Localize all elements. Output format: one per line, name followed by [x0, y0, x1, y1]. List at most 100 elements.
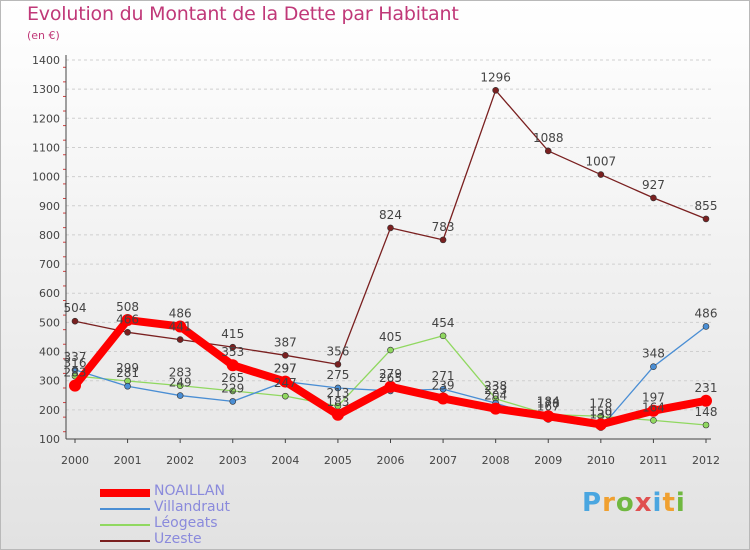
data-point: [229, 343, 237, 351]
data-point: [69, 379, 81, 392]
data-point: [542, 410, 555, 423]
y-tick-label: 600: [39, 287, 60, 300]
data-label: 223: [484, 383, 507, 397]
data-label: 184: [537, 395, 560, 409]
data-point: [650, 363, 657, 370]
data-point: [647, 404, 660, 417]
chart-subtitle: (en €): [27, 29, 60, 42]
data-point: [121, 314, 134, 327]
data-label: 297: [274, 362, 297, 376]
data-label: 249: [169, 376, 192, 390]
data-point: [71, 317, 79, 325]
y-tick-label: 1400: [32, 54, 60, 67]
data-label: 927: [642, 178, 665, 192]
data-point: [492, 87, 499, 94]
legend-swatch-leogeats: [100, 524, 150, 526]
x-tick-label: 2003: [219, 454, 247, 467]
data-label: 337: [64, 350, 87, 364]
data-label: 415: [221, 327, 244, 341]
data-point: [334, 384, 342, 392]
data-point: [71, 366, 79, 374]
data-label: 150: [589, 404, 612, 418]
data-label: 1296: [480, 70, 511, 84]
logo-letter: t: [662, 488, 676, 518]
data-label: 783: [432, 220, 455, 234]
data-point: [650, 194, 657, 202]
data-label: 454: [432, 316, 455, 330]
data-label: 348: [642, 347, 665, 361]
x-tick-label: 2005: [324, 454, 352, 467]
data-label: 1088: [533, 131, 564, 145]
data-label: 148: [695, 405, 718, 419]
data-label: 271: [432, 369, 455, 383]
data-label: 387: [274, 335, 297, 349]
data-point: [597, 171, 605, 178]
legend-item-uzeste: Uzeste: [100, 531, 340, 549]
data-label: 486: [695, 306, 718, 320]
x-tick-label: 2004: [271, 454, 299, 467]
data-point: [594, 418, 607, 431]
data-point: [334, 361, 342, 368]
data-label: 316: [64, 356, 87, 370]
data-point: [176, 336, 184, 343]
y-tick-label: 1300: [32, 83, 60, 96]
y-tick-label: 400: [39, 346, 60, 359]
data-label: 824: [379, 208, 402, 222]
x-tick-label: 2002: [166, 454, 194, 467]
x-tick-label: 2001: [114, 454, 142, 467]
data-label: 1007: [586, 155, 617, 169]
x-tick-label: 2012: [692, 454, 720, 467]
data-point: [387, 224, 394, 232]
data-point: [439, 236, 447, 244]
data-label: 178: [537, 396, 560, 410]
data-label: 164: [642, 400, 665, 414]
data-point: [331, 408, 344, 421]
y-tick-label: 1100: [32, 141, 60, 154]
y-tick-label: 700: [39, 258, 60, 271]
data-label: 178: [589, 396, 612, 410]
data-label: 265: [221, 371, 244, 385]
x-tick-label: 2011: [639, 454, 667, 467]
data-point: [174, 320, 187, 333]
logo-letter: i: [675, 488, 686, 518]
data-label: 213: [326, 386, 349, 400]
x-tick-label: 2000: [61, 454, 89, 467]
data-point: [702, 215, 710, 223]
legend-swatch-villandraut: [100, 508, 150, 510]
data-label: 466: [116, 312, 139, 326]
data-label: 238: [484, 379, 507, 393]
data-point: [124, 328, 131, 336]
y-tick-label: 500: [39, 316, 60, 329]
logo-letter: r: [602, 488, 616, 518]
data-point: [439, 332, 447, 340]
logo-letter: P: [582, 488, 603, 518]
legend-swatch-noaillan: [100, 489, 150, 497]
y-tick-label: 1200: [32, 112, 60, 125]
data-point: [176, 392, 184, 399]
data-point: [226, 359, 239, 372]
y-tick-label: 800: [39, 229, 60, 242]
series-noaillan: [69, 314, 712, 431]
y-tick-label: 100: [39, 433, 60, 446]
legend-item-villandraut: Villandraut: [100, 499, 340, 517]
x-tick-label: 2009: [534, 454, 562, 467]
data-label: 299: [116, 361, 139, 375]
data-point: [282, 392, 289, 400]
y-tick-label: 1000: [32, 171, 60, 184]
data-point: [439, 385, 447, 393]
data-label: 265: [379, 371, 402, 385]
data-point: [124, 382, 131, 390]
legend: NOAILLAN Villandraut Léogeats Uzeste: [100, 483, 340, 549]
data-point: [544, 147, 552, 155]
data-point: [437, 392, 450, 405]
chart-title: Evolution du Montant de la Dette par Hab…: [27, 3, 459, 25]
data-point: [702, 323, 710, 330]
x-tick-label: 2007: [429, 454, 457, 467]
data-point: [702, 421, 710, 429]
data-point: [229, 398, 237, 405]
data-point: [650, 417, 657, 424]
data-label: 486: [169, 306, 192, 320]
x-tick-label: 2010: [587, 454, 615, 467]
